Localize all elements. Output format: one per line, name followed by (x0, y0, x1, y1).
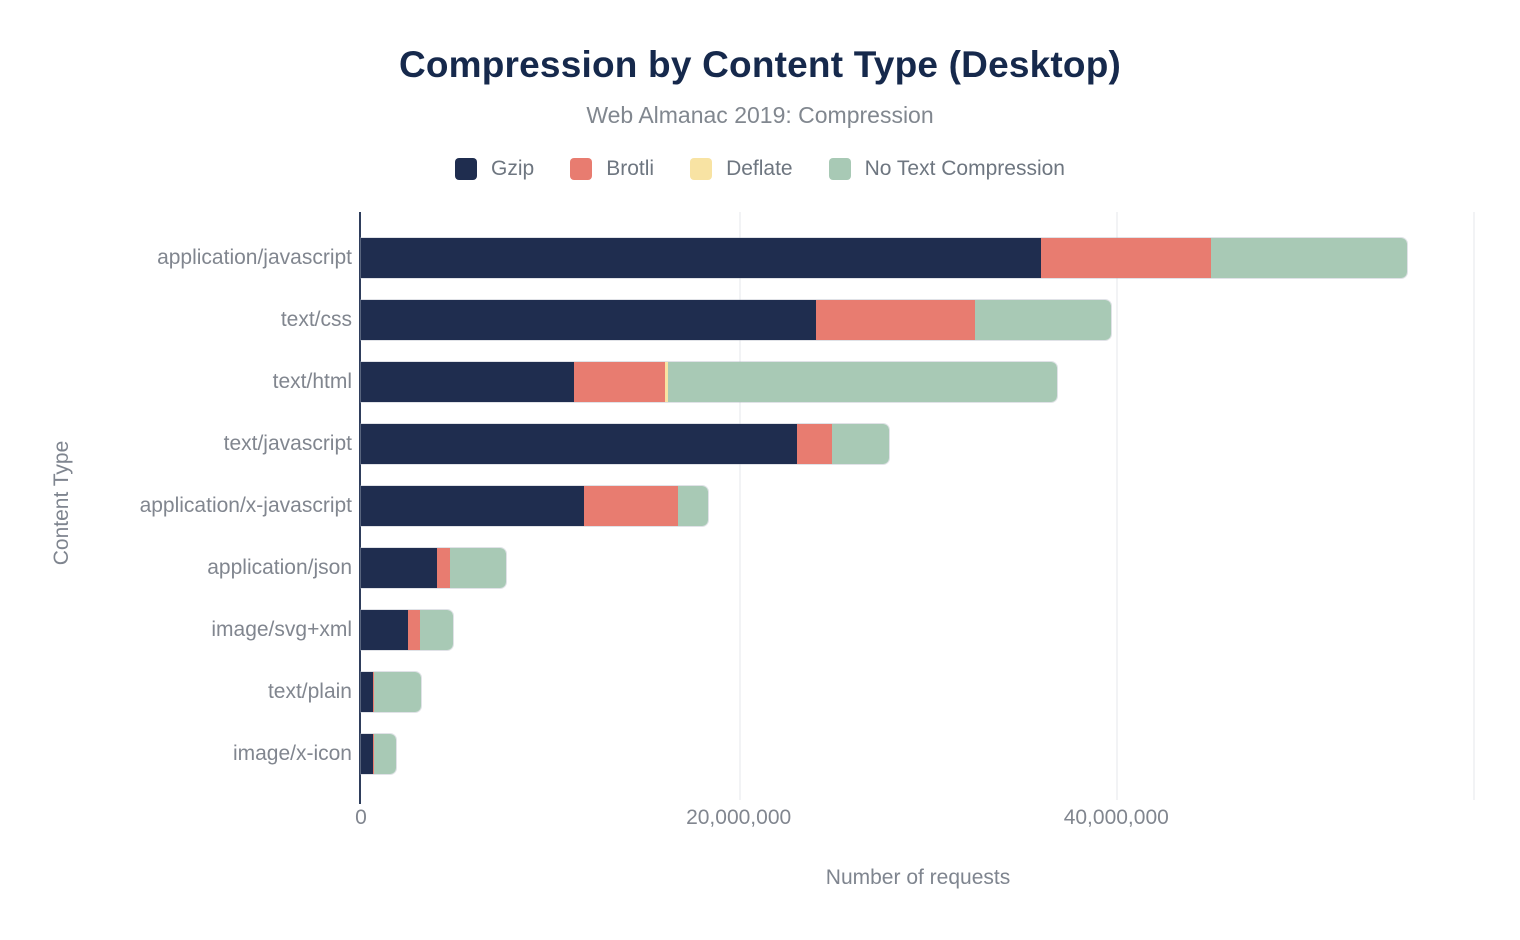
bar-segment-no-text-compression[interactable] (974, 300, 1111, 340)
bar-segment-gzip[interactable] (361, 424, 798, 464)
bar-segment-no-text-compression[interactable] (373, 672, 422, 712)
x-tick-label: 40,000,000 (1063, 806, 1169, 829)
gridline (738, 212, 741, 800)
bar-segment-gzip[interactable] (361, 486, 584, 526)
bar-segment-gzip[interactable] (361, 734, 373, 774)
bar-segment-brotli[interactable] (408, 610, 420, 650)
legend-item-gzip[interactable]: Gzip (455, 157, 534, 181)
legend: Gzip Brotli Deflate No Text Compression (0, 157, 1520, 181)
category-label: text/html (272, 370, 352, 393)
bar-text-html (361, 362, 1057, 402)
bar-application-x-javascript (361, 486, 709, 526)
bar-segment-no-text-compression[interactable] (1210, 238, 1407, 278)
plot-right-border (1473, 212, 1475, 800)
bar-segment-no-text-compression[interactable] (449, 548, 507, 588)
legend-item-no-text-compression[interactable]: No Text Compression (828, 157, 1065, 181)
bar-application-javascript (361, 238, 1407, 278)
bar-segment-no-text-compression[interactable] (419, 610, 453, 650)
legend-swatch-icon (690, 158, 713, 180)
category-label: text/css (280, 308, 352, 331)
legend-swatch-icon (570, 158, 593, 180)
bar-segment-gzip[interactable] (361, 300, 817, 340)
category-label: text/javascript (223, 432, 352, 455)
category-label: application/javascript (157, 246, 352, 269)
bar-segment-brotli[interactable] (574, 362, 665, 402)
category-label: image/x-icon (232, 742, 352, 765)
legend-item-label: Brotli (606, 157, 655, 180)
bar-segment-gzip[interactable] (361, 548, 437, 588)
bar-image-svg-xml (361, 610, 453, 650)
bar-image-x-icon (361, 734, 397, 774)
bar-segment-gzip[interactable] (361, 238, 1041, 278)
legend-swatch-icon (828, 158, 851, 180)
legend-item-brotli[interactable]: Brotli (570, 157, 654, 181)
bar-segment-brotli[interactable] (816, 300, 975, 340)
legend-swatch-icon (455, 158, 478, 180)
chart-subtitle: Web Almanac 2019: Compression (586, 102, 934, 128)
bar-text-plain (361, 672, 422, 712)
bar-segment-gzip[interactable] (361, 362, 575, 402)
bar-application-json (361, 548, 507, 588)
gridline (1116, 212, 1119, 800)
category-label: application/json (207, 556, 352, 579)
category-label: application/x-javascript (139, 494, 352, 517)
x-tick-label: 0 (355, 806, 367, 829)
y-axis-line (359, 212, 361, 804)
bar-text-javascript (361, 424, 889, 464)
bar-segment-brotli[interactable] (583, 486, 679, 526)
bar-segment-deflate[interactable] (664, 362, 668, 402)
bar-segment-brotli[interactable] (1040, 238, 1211, 278)
legend-item-label: Gzip (491, 157, 535, 180)
category-label: text/plain (267, 680, 352, 703)
category-label: image/svg+xml (211, 618, 352, 641)
legend-item-label: Deflate (726, 157, 793, 180)
bar-segment-no-text-compression[interactable] (373, 734, 397, 774)
bar-segment-gzip[interactable] (361, 610, 409, 650)
bar-segment-brotli[interactable] (372, 672, 374, 712)
bar-segment-brotli[interactable] (436, 548, 450, 588)
bar-segment-brotli[interactable] (372, 734, 374, 774)
bar-segment-no-text-compression[interactable] (678, 486, 709, 526)
bar-segment-brotli[interactable] (797, 424, 833, 464)
bar-text-css (361, 300, 1111, 340)
x-tick-label: 20,000,000 (686, 806, 792, 829)
bar-segment-gzip[interactable] (361, 672, 373, 712)
bar-segment-no-text-compression[interactable] (832, 424, 889, 464)
legend-item-deflate[interactable]: Deflate (690, 157, 793, 181)
chart-title: Compression by Content Type (Desktop) (398, 44, 1122, 85)
legend-item-label: No Text Compression (864, 157, 1065, 180)
x-axis-title: Number of requests (825, 866, 1011, 889)
bar-segment-no-text-compression[interactable] (667, 362, 1057, 402)
